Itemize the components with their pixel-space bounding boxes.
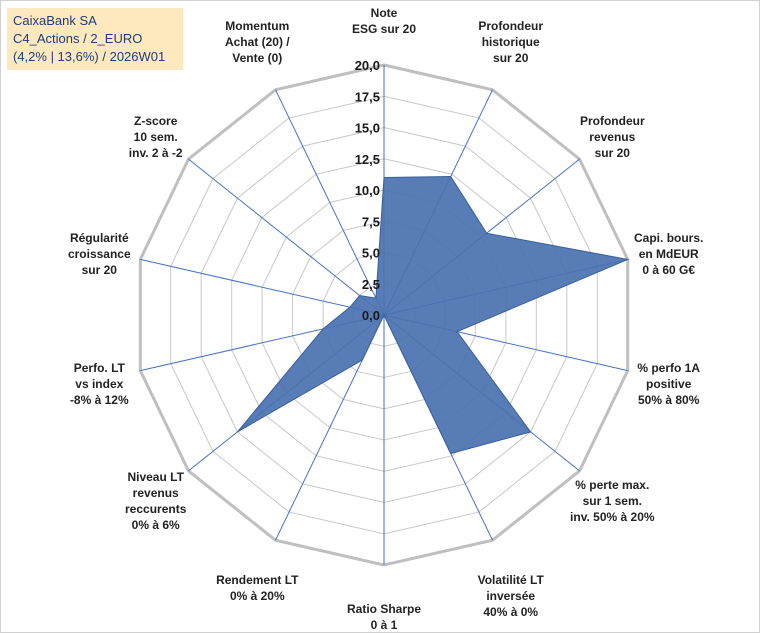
period-label: (4,2% | 13,6%) / 2026W01 [13, 49, 166, 64]
tick-label: 7,5 [362, 214, 380, 229]
tick-label: 0,0 [362, 308, 380, 323]
axis-label: Ratio Sharpe 0 à 1 [347, 602, 421, 632]
axis-label: Note ESG sur 20 [352, 6, 416, 36]
axis-label: % perte max. sur 1 sem. inv. 50% à 20% [570, 478, 655, 524]
info-box: CaixaBank SA C4_Actions / 2_EURO (4,2% |… [7, 8, 183, 70]
axis-spoke [275, 89, 385, 316]
axis-label: % perfo 1A positive 50% à 80% [637, 361, 700, 407]
axis-label: Niveau LT revenus reccurents 0% à 6% [125, 470, 187, 532]
axis-label: Capi. bours. en MdEUR 0 à 60 G€ [634, 231, 703, 277]
tick-label: 15,0 [355, 121, 380, 136]
tick-label: 10,0 [355, 183, 380, 198]
axis-label: Z-score 10 sem. inv. 2 à -2 [129, 114, 183, 160]
axis-label: Profondeur historique sur 20 [478, 19, 543, 65]
tick-label: 5,0 [362, 246, 380, 261]
axis-label: Perfo. LT vs index -8% à 12% [70, 361, 129, 407]
radar-series [237, 175, 630, 455]
axis-label: Volatilité LT inversée 40% à 0% [478, 573, 545, 619]
tick-label: 2,5 [362, 277, 380, 292]
axis-spoke [188, 158, 385, 316]
series-area [237, 175, 630, 455]
axis-label: Profondeur revenus sur 20 [580, 114, 645, 160]
axis-labels: Note ESG sur 20 Profondeur historique sur 20… [68, 6, 703, 632]
tick-label: 20,0 [355, 58, 380, 73]
axis-label: Momentum Achat (20) / Vente (0) [225, 19, 290, 65]
radial-tick-labels: 0,0 2,5 5,0 7,5 10,0 12,5 15,0 17,5 20,0 [355, 58, 380, 323]
company-name: CaixaBank SA [13, 13, 97, 28]
category-label: C4_Actions / 2_EURO [13, 31, 143, 46]
axis-spoke [140, 258, 385, 316]
axis-label: Régularité croissance sur 20 [68, 231, 131, 277]
tick-label: 12,5 [355, 152, 380, 167]
tick-label: 17,5 [355, 89, 380, 104]
axis-label: Rendement LT 0% à 20% [216, 573, 299, 603]
